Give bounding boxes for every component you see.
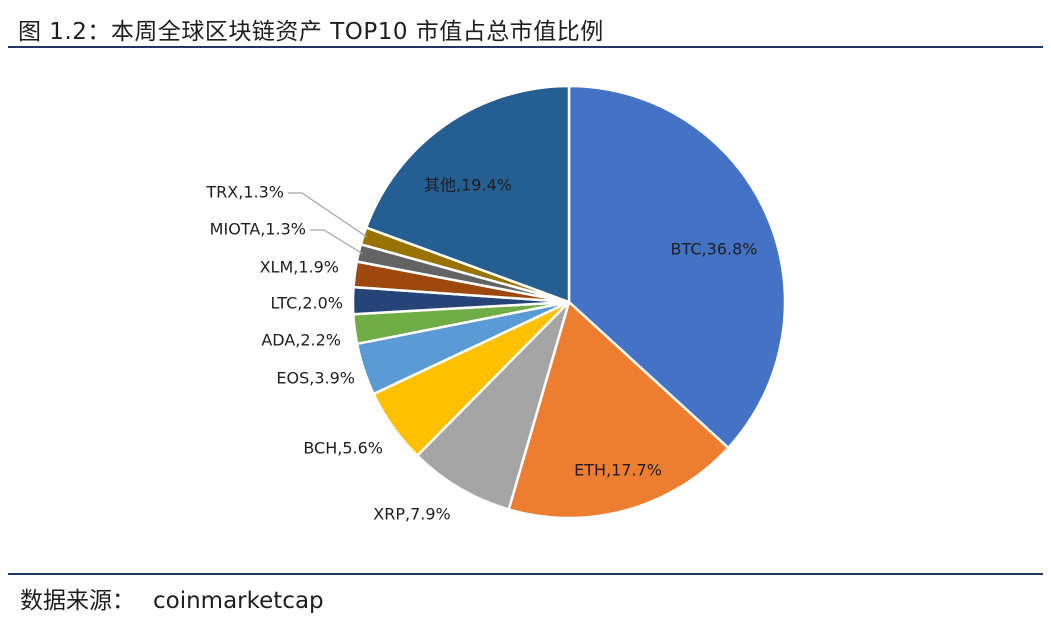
data-labels: BTC,36.8% ETH,17.7% XRP,7.9% BCH,5.6% EOS,3.… xyxy=(205,176,757,524)
data-label-ada: ADA,2.2% xyxy=(261,331,341,350)
data-label-ltc: LTC,2.0% xyxy=(271,294,343,313)
pie-slice-其他 xyxy=(364,84,571,304)
data-label-trx: TRX,1.3% xyxy=(205,183,284,202)
data-label-eth: ETH,17.7% xyxy=(574,461,662,480)
source-note: 数据来源： coinmarketcap xyxy=(20,581,324,615)
data-label-eos: EOS,3.9% xyxy=(276,369,355,388)
data-label-miota: MIOTA,1.3% xyxy=(210,220,306,239)
page-title: 图 1.2：本周全球区块链资产 TOP10 市值占总市值比例 xyxy=(18,19,604,45)
data-label-btc: BTC,36.8% xyxy=(671,240,758,259)
pie-slice-eth xyxy=(507,299,731,520)
data-label-bch: BCH,5.6% xyxy=(303,439,383,458)
leader-line-trx xyxy=(288,192,368,238)
source-value: coinmarketcap xyxy=(153,588,324,614)
footer-divider xyxy=(8,573,1043,575)
source-label: 数据来源： xyxy=(20,588,135,614)
pie-slice-btc xyxy=(567,84,787,450)
data-label-xrp: XRP,7.9% xyxy=(373,505,450,524)
title-divider xyxy=(8,46,1043,48)
leader-line-miota xyxy=(310,229,363,255)
data-label-xlm: XLM,1.9% xyxy=(260,258,339,277)
leader-lines xyxy=(288,192,368,255)
pie-slice-xrp xyxy=(415,301,571,511)
pie-slices xyxy=(351,84,787,520)
data-label-其他: 其他,19.4% xyxy=(424,176,512,195)
